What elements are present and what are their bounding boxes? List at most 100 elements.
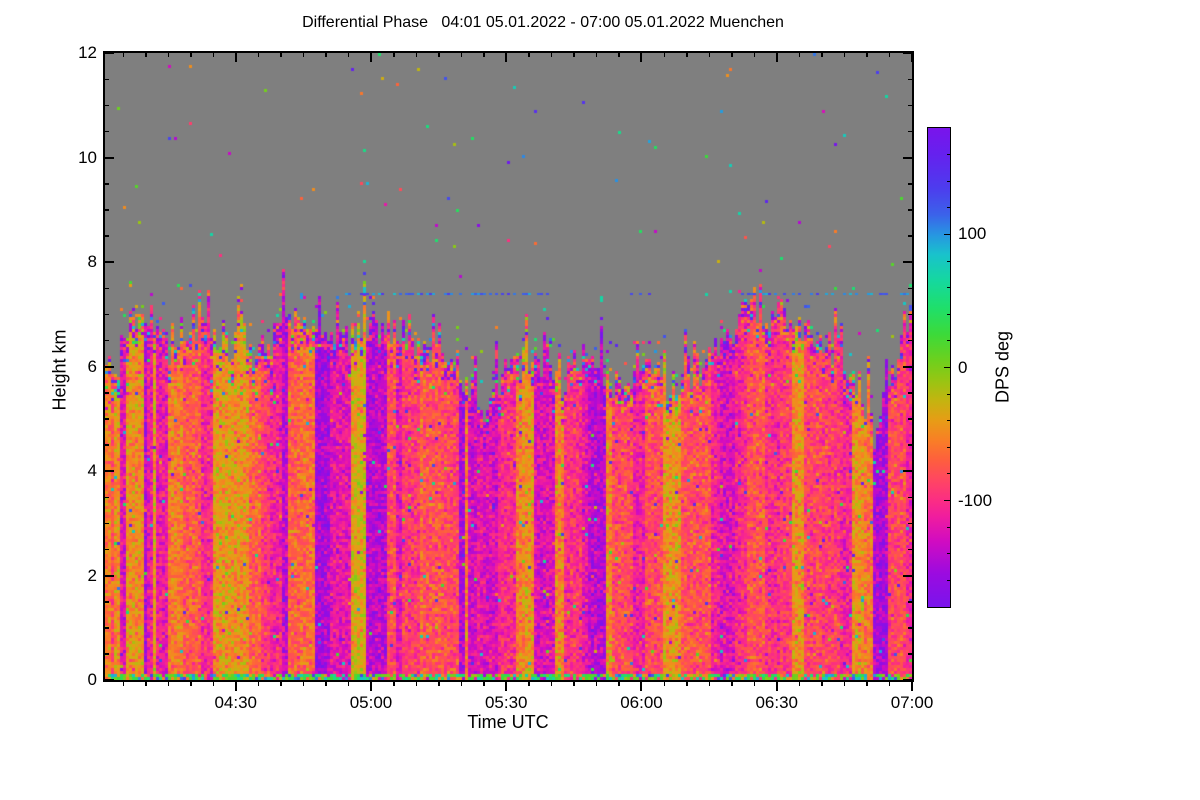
y-minor-tick-right xyxy=(908,418,912,420)
colorbar-title: DPS deg xyxy=(992,330,1013,404)
x-minor-tick xyxy=(821,682,823,686)
x-major-tick xyxy=(911,682,913,691)
y-minor-tick xyxy=(105,313,109,316)
x-tick-label: 05:00 xyxy=(349,693,393,712)
x-major-tick-top xyxy=(775,53,778,62)
colorbar-minor-tick xyxy=(947,180,950,182)
x-minor-tick-top xyxy=(347,53,350,57)
colorbar-minor-tick xyxy=(947,313,950,315)
x-major-tick xyxy=(234,682,237,691)
x-minor-tick-top xyxy=(663,53,666,57)
y-major-tick xyxy=(105,156,114,159)
x-minor-tick xyxy=(663,682,666,686)
y-minor-tick-right xyxy=(908,130,912,133)
y-minor-tick-right xyxy=(908,209,912,211)
y-minor-tick xyxy=(105,653,109,655)
x-minor-tick xyxy=(573,682,575,686)
x-minor-tick-top xyxy=(257,53,260,57)
x-minor-tick-top xyxy=(460,53,463,57)
chart-title: Differential Phase 04:01 05.01.2022 - 07… xyxy=(302,14,784,31)
colorbar-tick-label: 0 xyxy=(958,357,968,377)
x-minor-tick xyxy=(731,682,733,686)
x-minor-tick xyxy=(483,682,485,686)
x-minor-tick xyxy=(415,682,418,686)
y-tick-label: 2 xyxy=(87,565,97,585)
y-minor-tick-right xyxy=(908,548,912,551)
x-minor-tick xyxy=(122,682,125,686)
x-minor-tick-top xyxy=(550,53,553,57)
y-tick-label: 4 xyxy=(87,461,97,480)
x-minor-tick-top xyxy=(888,53,891,57)
y-minor-tick xyxy=(105,418,109,420)
colorbar-minor-tick xyxy=(947,526,950,528)
x-tick-label: 06:00 xyxy=(620,693,663,712)
x-minor-tick xyxy=(708,682,711,686)
colorbar-minor-tick xyxy=(947,446,950,448)
y-minor-tick xyxy=(105,601,109,603)
x-minor-tick xyxy=(347,682,350,686)
x-minor-tick xyxy=(167,682,170,686)
y-major-tick xyxy=(105,261,114,263)
x-tick-label: 05:30 xyxy=(484,693,528,712)
x-major-tick-top xyxy=(911,53,913,62)
x-minor-tick-top xyxy=(528,53,530,57)
x-minor-tick xyxy=(686,682,688,686)
y-minor-tick-right xyxy=(908,287,912,290)
y-minor-tick-right xyxy=(908,235,912,237)
y-minor-tick xyxy=(105,627,109,629)
x-minor-tick xyxy=(325,682,327,686)
y-minor-tick-right xyxy=(908,313,912,316)
x-minor-tick-top xyxy=(167,53,170,57)
x-major-tick xyxy=(505,682,508,691)
x-minor-tick xyxy=(798,682,801,686)
y-tick-label: 12 xyxy=(78,43,97,62)
x-minor-tick xyxy=(753,682,756,686)
y-minor-tick xyxy=(105,522,109,525)
colorbar-minor-tick xyxy=(947,420,950,422)
x-minor-tick xyxy=(145,682,147,686)
x-minor-tick-top xyxy=(595,53,598,57)
y-minor-tick-right xyxy=(908,78,912,81)
x-minor-tick-top xyxy=(843,53,846,57)
x-minor-tick xyxy=(212,682,215,686)
x-major-tick xyxy=(775,682,778,691)
x-minor-tick xyxy=(438,682,440,686)
x-minor-tick xyxy=(618,682,620,686)
heatmap-canvas xyxy=(105,53,912,680)
colorbar-major-tick xyxy=(944,499,950,502)
colorbar-major-tick xyxy=(944,233,950,236)
y-minor-tick-right xyxy=(908,444,912,446)
x-minor-tick xyxy=(280,682,282,686)
y-minor-tick xyxy=(105,444,109,446)
y-tick-label: 10 xyxy=(78,147,97,167)
x-major-tick xyxy=(369,682,372,691)
y-tick-label: 6 xyxy=(87,356,97,376)
x-major-tick-top xyxy=(369,53,372,62)
x-axis-title: Time UTC xyxy=(467,712,549,732)
y-minor-tick-right xyxy=(908,522,912,525)
x-minor-tick-top xyxy=(798,53,801,57)
y-minor-tick xyxy=(105,209,109,211)
x-minor-tick-top xyxy=(573,53,575,57)
colorbar-minor-tick xyxy=(947,579,950,581)
colorbar-minor-tick xyxy=(947,393,950,395)
y-major-tick-right xyxy=(903,156,912,159)
colorbar-minor-tick xyxy=(947,207,950,209)
y-major-tick-right xyxy=(903,365,912,368)
x-minor-tick-top xyxy=(280,53,282,57)
x-minor-tick xyxy=(393,682,395,686)
x-minor-tick xyxy=(190,682,192,686)
y-major-tick-right xyxy=(903,52,912,54)
x-minor-tick-top xyxy=(686,53,688,57)
x-minor-tick-top xyxy=(753,53,756,57)
x-minor-tick-top xyxy=(483,53,485,57)
x-minor-tick xyxy=(866,682,868,686)
colorbar-major-tick xyxy=(944,366,950,369)
x-major-tick xyxy=(640,682,643,691)
x-minor-tick-top xyxy=(325,53,327,57)
x-minor-tick xyxy=(460,682,463,686)
colorbar-minor-tick xyxy=(947,473,950,475)
y-minor-tick-right xyxy=(908,104,912,107)
colorbar-minor-tick xyxy=(947,553,950,555)
x-tick-label: 06:30 xyxy=(755,693,799,712)
